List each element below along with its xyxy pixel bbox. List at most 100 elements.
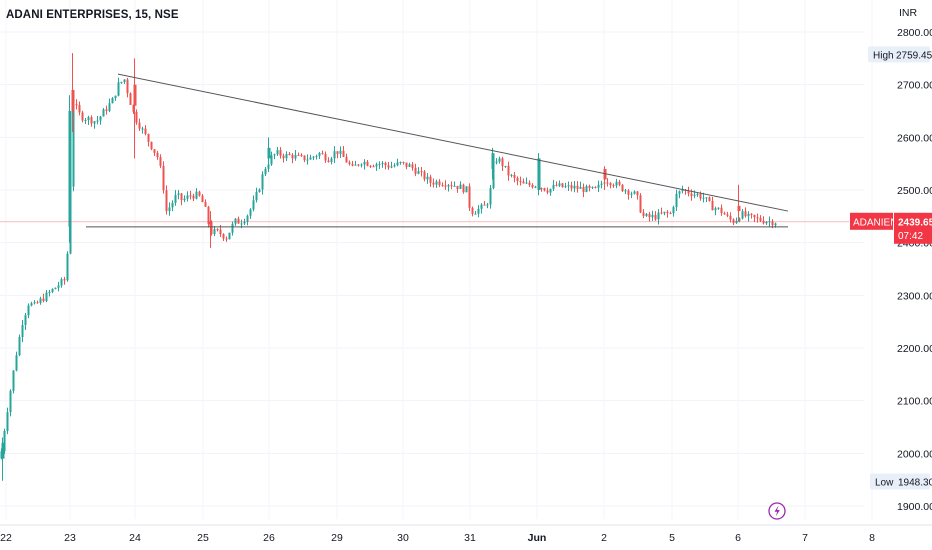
candle-body <box>450 185 453 187</box>
candle-body <box>582 186 585 192</box>
candle-body <box>27 305 30 316</box>
candle-body <box>75 104 78 106</box>
candle-body <box>255 191 258 201</box>
candle-body <box>663 211 666 214</box>
y-tick-label: 2300.00 <box>897 290 932 302</box>
lightning-icon-bolt <box>774 505 780 517</box>
candle-body <box>15 355 18 371</box>
x-tick-label: 7 <box>802 532 808 544</box>
candle-body <box>366 161 369 166</box>
candle-body <box>90 117 93 124</box>
candle-body <box>204 202 207 207</box>
candle-body <box>624 190 627 192</box>
candle-body <box>117 82 120 96</box>
candle-body <box>321 153 324 155</box>
candle-body <box>162 165 165 191</box>
candle-body <box>114 95 117 99</box>
candle-body <box>132 104 135 112</box>
y-tick-label: 2200.00 <box>897 343 932 355</box>
candle-body <box>426 176 429 180</box>
candle-body <box>276 150 279 155</box>
candle-body <box>747 213 750 217</box>
candle-body <box>471 207 474 214</box>
candle-body <box>258 189 261 192</box>
candle-body <box>348 162 351 165</box>
candle-body <box>201 195 204 203</box>
candle-body <box>540 188 543 190</box>
candle-body <box>411 164 414 168</box>
candle-body <box>312 156 315 158</box>
candle-body <box>711 200 714 211</box>
candle-body <box>33 302 36 304</box>
candle-body <box>363 161 366 165</box>
candle-body <box>99 116 102 121</box>
candle-body <box>519 180 522 182</box>
candle-body <box>120 82 123 84</box>
candle-body <box>525 182 528 184</box>
candle-body <box>744 211 747 217</box>
candle-body <box>399 161 402 163</box>
low-badge-label: Low <box>875 478 894 489</box>
candle-body <box>327 160 330 163</box>
lightning-icon[interactable] <box>768 502 786 520</box>
candle-body <box>357 164 360 166</box>
candle-body <box>495 161 498 163</box>
y-tick-label: 2100.00 <box>897 396 932 408</box>
candle-body <box>702 197 705 199</box>
candle-body <box>603 168 607 180</box>
candle-body <box>438 181 441 186</box>
candle-body <box>303 155 306 161</box>
candle-body <box>231 223 234 233</box>
candle-body <box>51 288 54 292</box>
candle-body <box>468 186 471 208</box>
candle-body <box>384 162 387 166</box>
candle-body <box>675 193 678 208</box>
candle-body <box>297 154 300 156</box>
candle-body <box>498 158 501 162</box>
x-tick-label: 25 <box>197 532 209 544</box>
x-tick-label: 8 <box>869 532 875 544</box>
candle-body <box>405 162 408 167</box>
candle-body <box>66 253 69 281</box>
candle-body <box>24 315 27 325</box>
candle-body <box>705 197 708 199</box>
candle-body <box>246 215 249 222</box>
candle-body <box>267 147 271 159</box>
candle-body <box>282 155 285 159</box>
y-tick-label: 2000.00 <box>897 448 932 460</box>
candle-body <box>138 122 141 129</box>
candle-body <box>717 207 720 209</box>
candle-body <box>477 208 480 214</box>
x-tick-label: 24 <box>129 532 141 544</box>
candle-body <box>645 213 648 216</box>
symbol-badge-label: ADANIENT <box>853 217 904 228</box>
candle-body <box>456 185 459 189</box>
price-badge-value: 2439.65 <box>898 217 932 228</box>
candle-body <box>543 188 546 191</box>
candle-body <box>552 184 555 189</box>
candle-body <box>609 183 612 186</box>
candle-body <box>54 287 57 289</box>
candle-body <box>1 442 5 459</box>
candle-body <box>6 412 9 431</box>
candle-body <box>546 190 549 193</box>
candle-body <box>759 217 762 221</box>
candle-body <box>9 390 12 413</box>
candle-body <box>150 141 153 150</box>
x-tick-label: 2 <box>601 532 607 544</box>
candle-body <box>222 234 225 239</box>
candle-body <box>693 194 696 196</box>
candle-body <box>360 164 363 166</box>
candle-body <box>630 193 633 195</box>
candle-body <box>393 165 396 167</box>
y-tick-label: 2800.00 <box>897 27 932 39</box>
candle-body <box>741 211 744 219</box>
candle-body <box>492 162 495 189</box>
candle-body <box>18 337 21 356</box>
candle-body <box>87 117 90 121</box>
candle-body <box>342 150 345 157</box>
candle-body <box>606 182 609 184</box>
y-tick-label: 2500.00 <box>897 185 932 197</box>
candle-body <box>189 195 192 197</box>
